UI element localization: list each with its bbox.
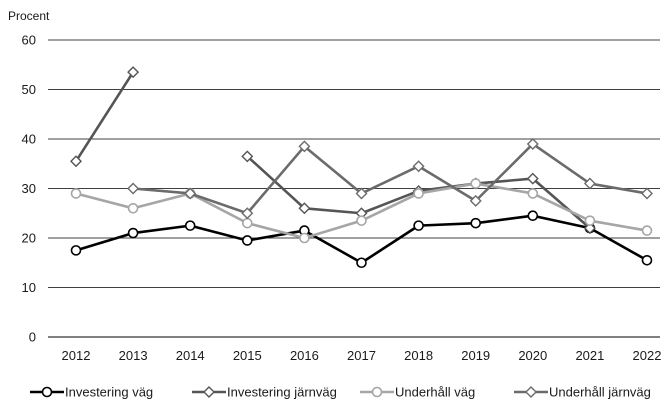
- x-tick-label: 2016: [290, 348, 319, 363]
- data-point: [298, 202, 311, 215]
- legend-item: Investering järnväg: [192, 385, 337, 400]
- legend-item: Underhåll järnväg: [514, 385, 651, 400]
- data-point: [127, 227, 139, 239]
- data-point: [583, 222, 596, 235]
- data-point: [127, 182, 140, 195]
- legend-item: Investering väg: [30, 385, 153, 400]
- data-point: [70, 188, 82, 199]
- x-tick-label: 2015: [233, 348, 262, 363]
- x-tick-label: 2012: [62, 348, 91, 363]
- data-point: [242, 235, 253, 246]
- x-tick-label: 2017: [347, 348, 376, 363]
- legend-label: Investering järnväg: [227, 385, 337, 400]
- data-point: [641, 187, 653, 200]
- y-axis-label: Procent: [8, 9, 50, 23]
- data-point: [412, 160, 425, 173]
- grid-lines: [48, 39, 660, 338]
- data-point: [413, 188, 424, 199]
- data-point: [526, 172, 539, 185]
- y-tick-label: 10: [22, 280, 36, 295]
- x-tick-label: 2013: [119, 348, 148, 363]
- data-point: [469, 194, 482, 207]
- data-point: [355, 187, 368, 200]
- data-point: [584, 215, 596, 226]
- data-point: [70, 245, 82, 256]
- x-tick-labels: 2012 2013 2014 2015 2016 2017 2018 2019 2020 2021…: [62, 348, 662, 363]
- series-line: [74, 71, 135, 162]
- x-tick-label: 2022: [633, 348, 662, 363]
- data-point: [184, 187, 197, 200]
- data-point: [127, 203, 139, 214]
- x-tick-label: 2021: [575, 348, 604, 363]
- y-tick-labels: 0 10 20 30 40 50 60: [22, 33, 36, 345]
- data-point: [641, 225, 653, 236]
- x-tick-label: 2019: [461, 348, 490, 363]
- series-3: [127, 137, 653, 220]
- legend-label: Investering väg: [65, 385, 153, 400]
- data-point: [184, 220, 196, 231]
- x-tick-label: 2018: [404, 348, 433, 363]
- y-tick-label: 20: [22, 231, 36, 246]
- y-tick-label: 40: [22, 132, 36, 147]
- series-group: [70, 66, 653, 269]
- data-point: [242, 217, 253, 229]
- legend-label: Underhåll järnväg: [549, 385, 651, 400]
- data-point: [526, 137, 539, 150]
- data-point: [70, 155, 82, 168]
- legend-label: Underhåll väg: [395, 385, 475, 400]
- y-tick-label: 30: [22, 181, 36, 196]
- data-point: [298, 140, 311, 153]
- legend-item: Underhåll väg: [360, 385, 475, 400]
- data-point: [356, 215, 367, 226]
- data-point: [356, 257, 367, 269]
- data-point: [241, 150, 254, 163]
- y-tick-label: 50: [22, 82, 36, 97]
- data-point: [470, 178, 482, 189]
- data-point: [583, 177, 596, 190]
- legend: Investering väg Investering järnväg Underh…: [30, 385, 651, 400]
- series-1: [70, 66, 596, 235]
- legend-marker: [525, 386, 537, 398]
- data-point: [527, 188, 539, 199]
- x-tick-label: 2020: [518, 348, 547, 363]
- legend-marker: [203, 386, 215, 398]
- data-point: [527, 210, 539, 222]
- legend-marker: [41, 386, 53, 398]
- data-point: [241, 207, 254, 220]
- data-point: [641, 254, 653, 266]
- legend-marker: [371, 386, 383, 398]
- x-tick-label: 2014: [176, 348, 205, 363]
- series-line: [132, 142, 648, 215]
- y-tick-label: 60: [22, 33, 36, 48]
- data-point: [127, 66, 140, 79]
- data-point: [413, 220, 424, 231]
- data-point: [470, 217, 482, 229]
- y-tick-label: 0: [29, 330, 36, 345]
- data-point: [299, 232, 310, 244]
